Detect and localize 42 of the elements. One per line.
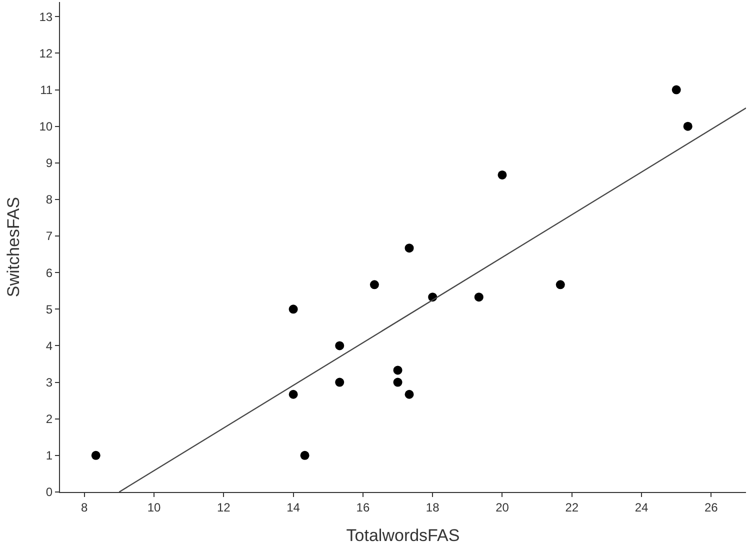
- point: [393, 366, 402, 375]
- point: [404, 390, 414, 399]
- point: [288, 390, 298, 399]
- x-tick-label: 16: [356, 500, 370, 514]
- point: [404, 244, 414, 253]
- y-tick-label: 8: [46, 192, 53, 207]
- y-tick-label: 6: [46, 266, 53, 280]
- point: [91, 450, 100, 460]
- point: [672, 85, 681, 94]
- y-tick-label: 11: [40, 82, 53, 97]
- y-tick-label: 13: [39, 10, 53, 24]
- y-tick-label: 4: [46, 338, 53, 353]
- x-tick-label: 22: [565, 500, 579, 514]
- y-tick-label: 2: [46, 412, 53, 426]
- point: [335, 378, 344, 387]
- y-axis-title: SwitchesFAS: [4, 196, 23, 298]
- x-tick-label: 26: [704, 500, 718, 514]
- x-axis-title: TotalwordsFAS: [346, 526, 460, 545]
- y-tick-label: 12: [39, 46, 53, 60]
- point: [474, 292, 484, 302]
- point: [300, 450, 310, 460]
- y-tick-label: 3: [46, 376, 53, 390]
- x-tick-label: 8: [81, 500, 88, 514]
- y-tick-label: 0: [46, 485, 53, 500]
- x-tick-label: 20: [496, 500, 510, 514]
- point: [556, 280, 565, 290]
- point: [393, 378, 402, 387]
- point: [370, 280, 379, 290]
- point: [288, 304, 298, 314]
- x-tick-label: 18: [426, 500, 440, 514]
- y-tick-label: 10: [39, 120, 53, 134]
- y-tick-label: 7: [46, 229, 53, 244]
- point: [335, 341, 344, 350]
- point: [498, 170, 507, 180]
- point: [683, 122, 692, 131]
- y-tick-label: 1: [46, 448, 53, 463]
- x-tick-label: 24: [634, 500, 649, 514]
- y-tick-label: 5: [46, 302, 53, 316]
- x-tick-label: 14: [286, 500, 300, 514]
- y-tick-label: 9: [46, 156, 53, 170]
- x-tick-label: 12: [216, 500, 231, 514]
- x-tick-label: 10: [147, 500, 162, 514]
